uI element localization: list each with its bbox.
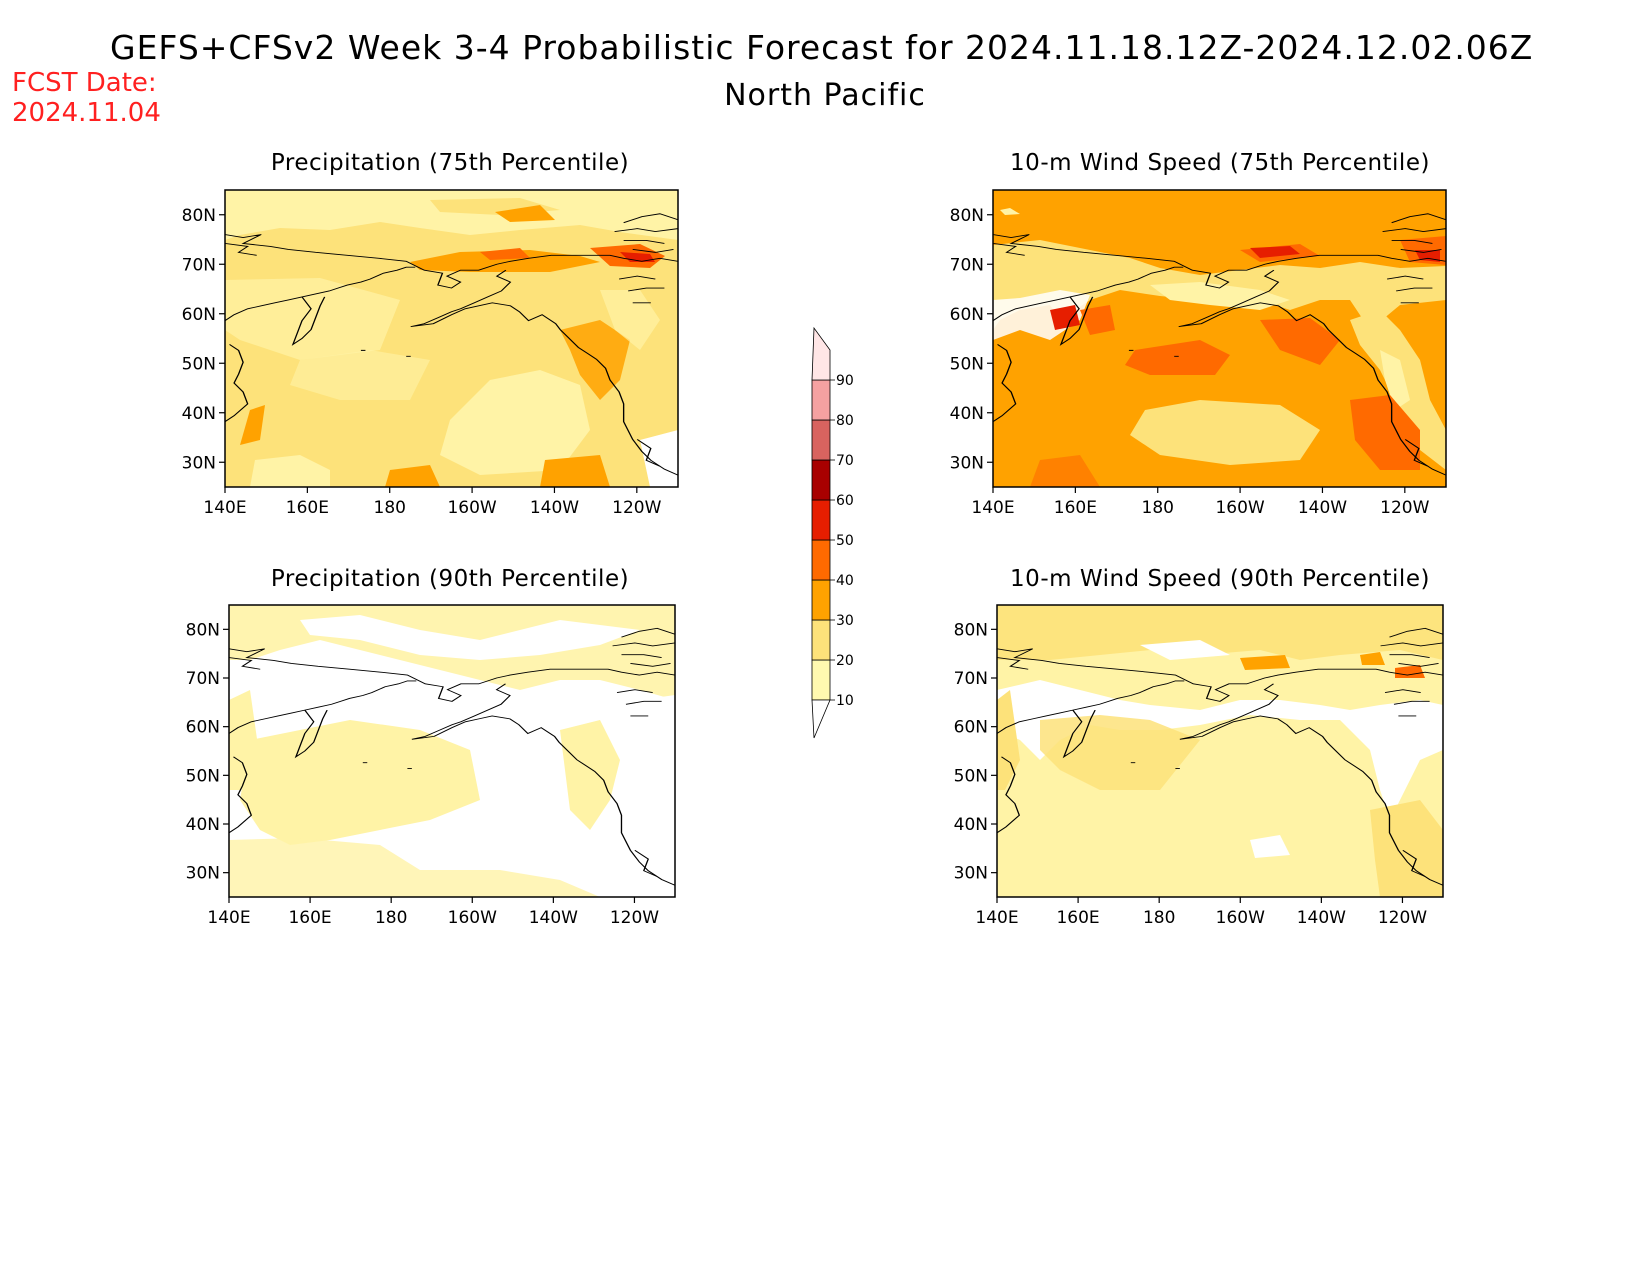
x-tick-label: 120W [1380, 498, 1429, 518]
colorbar-label: 60 [836, 493, 854, 509]
x-tick-label: 160W [1215, 498, 1264, 518]
colorbar-label: 10 [836, 693, 854, 709]
x-tick-label: 140E [971, 498, 1014, 518]
x-tick-label: 120W [610, 908, 659, 928]
x-tick-label: 160E [286, 498, 329, 518]
y-tick-label: 50N [182, 354, 216, 374]
colorbar-segment [811, 419, 831, 461]
y-tick-label: 60N [186, 718, 220, 738]
y-tick-label: 30N [950, 453, 984, 473]
y-tick-label: 30N [954, 864, 988, 884]
colorbar-segment [811, 326, 831, 381]
y-tick-label: 40N [954, 815, 988, 835]
colorbar-label: 70 [836, 453, 854, 469]
x-tick-label: 120W [1378, 908, 1427, 928]
x-tick-label: 180 [375, 908, 407, 928]
map-axes: 140E 160E 180 160W 140W 120W 80N 70N 60N 50N 40N 30… [182, 206, 1430, 928]
page-subtitle: North Pacific [724, 78, 926, 113]
colorbar-label: 20 [836, 653, 854, 669]
x-tick-label: 120W [612, 498, 661, 518]
colorbar-segment [811, 459, 831, 501]
y-tick-label: 40N [186, 815, 220, 835]
y-tick-label: 80N [182, 206, 216, 226]
x-tick-label: 180 [374, 498, 406, 518]
x-tick-label: 140W [1297, 908, 1346, 928]
y-tick-label: 80N [954, 620, 988, 640]
y-tick-label: 70N [186, 669, 220, 689]
x-tick-label: 180 [1142, 498, 1174, 518]
panel-title-wind-90: 10-m Wind Speed (90th Percentile) [1010, 566, 1430, 592]
y-tick-label: 50N [954, 766, 988, 786]
colorbar-segment [811, 619, 831, 661]
panel-title-precip-75: Precipitation (75th Percentile) [270, 150, 630, 176]
panel-title-precip-90: Precipitation (90th Percentile) [270, 566, 630, 592]
colorbar-tail [811, 699, 831, 739]
x-tick-label: 140W [530, 498, 579, 518]
panel-title-wind-75: 10-m Wind Speed (75th Percentile) [1010, 150, 1430, 176]
colorbar-label: 80 [836, 413, 854, 429]
colorbar-segment [811, 579, 831, 621]
colorbar-label: 50 [836, 533, 854, 549]
forecast-date-label: FCST Date: [12, 68, 157, 98]
map-panel-wind-75 [992, 189, 1447, 488]
x-tick-label: 160W [1216, 908, 1265, 928]
colorbar: 10 20 30 40 50 60 70 80 90 [811, 326, 854, 739]
y-tick-label: 40N [950, 404, 984, 424]
y-tick-label: 70N [954, 669, 988, 689]
x-tick-label: 160E [288, 908, 331, 928]
colorbar-segment [811, 379, 831, 421]
colorbar-label: 40 [836, 573, 854, 589]
y-tick-label: 30N [182, 453, 216, 473]
x-tick-label: 160E [1056, 908, 1099, 928]
y-tick-label: 60N [182, 305, 216, 325]
y-tick-label: 60N [954, 718, 988, 738]
y-tick-label: 70N [182, 255, 216, 275]
colorbar-segment [811, 499, 831, 541]
colorbar-label: 30 [836, 613, 854, 629]
x-tick-label: 140W [529, 908, 578, 928]
page-title: GEFS+CFSv2 Week 3-4 Probabilistic Foreca… [110, 28, 1534, 67]
x-tick-label: 140W [1298, 498, 1347, 518]
colorbar-segment [811, 539, 831, 581]
forecast-date-value: 2024.11.04 [12, 98, 161, 128]
y-tick-label: 30N [186, 864, 220, 884]
y-tick-label: 80N [950, 206, 984, 226]
map-panel-precip-75 [224, 189, 679, 488]
x-tick-label: 160W [447, 498, 496, 518]
x-tick-label: 140E [203, 498, 246, 518]
y-tick-label: 60N [950, 305, 984, 325]
x-tick-label: 180 [1143, 908, 1175, 928]
y-tick-label: 80N [186, 620, 220, 640]
forecast-date-block: FCST Date: 2024.11.04 [12, 68, 161, 128]
y-tick-label: 40N [182, 404, 216, 424]
y-tick-label: 50N [186, 766, 220, 786]
colorbar-label: 90 [836, 373, 854, 389]
x-tick-label: 140E [207, 908, 250, 928]
map-panel-precip-90 [228, 604, 676, 898]
y-tick-label: 70N [950, 255, 984, 275]
x-tick-label: 140E [975, 908, 1018, 928]
map-panel-wind-90 [996, 604, 1444, 898]
x-tick-label: 160E [1054, 498, 1097, 518]
y-tick-label: 50N [950, 354, 984, 374]
colorbar-segment [811, 659, 831, 701]
x-tick-label: 160W [448, 908, 497, 928]
